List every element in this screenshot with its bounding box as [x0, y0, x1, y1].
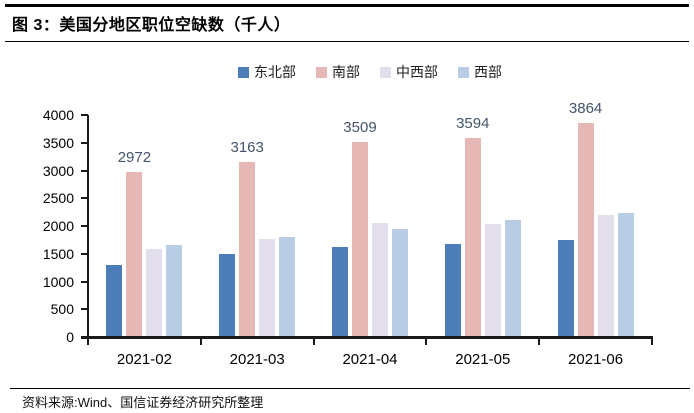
y-axis-tickmark: [81, 114, 88, 116]
y-axis-line: [87, 115, 89, 339]
chart-legend: 东北部 南部 中西部 西部: [88, 62, 652, 82]
x-axis-tick-label: 2021-02: [116, 351, 172, 368]
footer-divider-rule: [10, 388, 690, 389]
y-axis-tick-label: 2000: [42, 218, 74, 234]
bar-data-label: 3509: [343, 119, 377, 137]
x-axis-tick-label: 2021-03: [229, 351, 285, 368]
legend-swatch-icon: [238, 66, 249, 78]
y-axis-tickmark: [81, 280, 88, 283]
bar-data-label: 3594: [456, 114, 490, 132]
x-axis-tick-label: 2021-05: [455, 351, 511, 368]
y-axis-tick-label: 1000: [42, 273, 74, 290]
bar-group: 3163: [201, 115, 314, 337]
x-axis-tickmark: [425, 339, 428, 345]
bar-group: 3864: [539, 100, 652, 337]
legend-item: 南部: [316, 62, 360, 82]
legend-item: 东北部: [238, 62, 296, 82]
bar: [219, 253, 236, 337]
bar-group: 3594: [426, 115, 539, 337]
y-axis-tick-label: 3500: [42, 134, 74, 151]
legend-swatch-icon: [380, 66, 391, 78]
y-axis-tickmark: [81, 225, 88, 227]
y-axis-tick-label: 500: [50, 301, 74, 318]
legend-label: 中西部: [396, 64, 438, 80]
legend-label: 东北部: [254, 64, 296, 80]
x-axis-tickmark: [538, 339, 541, 345]
bar-group: 2972: [88, 115, 201, 337]
figure-title: 图 3：美国分地区职位空缺数（千人）: [12, 17, 291, 34]
bar: [146, 249, 163, 337]
x-axis-tick-label: 2021-04: [342, 351, 398, 368]
top-border-rule: [5, 4, 689, 7]
y-axis-tickmark: [81, 169, 88, 172]
title-divider-rule: [5, 41, 689, 42]
bar: [331, 247, 348, 337]
bar: [484, 223, 501, 337]
bar: 3163: [231, 139, 264, 337]
x-axis-line: [81, 336, 653, 339]
y-axis-tick-label: 3000: [42, 162, 74, 179]
y-axis-tick-label: 4000: [42, 107, 74, 123]
legend-item: 西部: [458, 62, 502, 82]
bar: [444, 244, 461, 337]
legend-swatch-icon: [316, 66, 327, 78]
x-axis-tickmark: [87, 339, 89, 345]
x-axis-tickmark: [312, 339, 315, 345]
x-axis-tickmark: [651, 339, 653, 345]
legend-label: 西部: [474, 64, 502, 80]
bar: [279, 236, 296, 337]
bar: [617, 213, 634, 337]
bar: 3594: [456, 115, 489, 337]
x-axis-tick-label: 2021-06: [568, 351, 624, 368]
bar: [557, 240, 574, 337]
bar: [391, 228, 408, 337]
data-source-note: 资料来源:Wind、国信证券经济研究所整理: [22, 395, 264, 410]
bar: [166, 245, 183, 337]
bar: [504, 219, 521, 337]
x-axis-tickmark: [199, 339, 202, 345]
bar: 3864: [569, 100, 602, 337]
bar: [259, 238, 276, 337]
legend-swatch-icon: [458, 66, 469, 78]
y-axis-tickmark: [81, 141, 88, 144]
bar: 2972: [118, 149, 151, 337]
bar: [371, 222, 388, 337]
bar-data-label: 3864: [568, 99, 603, 117]
bar: [106, 265, 123, 337]
y-axis-tick-label: 0: [66, 329, 74, 345]
legend-item: 中西部: [380, 62, 438, 82]
legend-label: 南部: [332, 64, 360, 80]
y-axis-tick-label: 1500: [42, 245, 74, 262]
bar: 3509: [343, 119, 377, 337]
bar: [597, 214, 614, 337]
bar-data-label: 2972: [117, 149, 152, 167]
y-axis-tickmark: [81, 252, 88, 255]
bar-data-label: 3163: [230, 138, 264, 156]
y-axis-tickmark: [81, 308, 88, 311]
y-axis-tickmark: [81, 197, 88, 200]
y-axis-tick-label: 2500: [42, 190, 74, 207]
bar-group: 3509: [314, 115, 427, 337]
